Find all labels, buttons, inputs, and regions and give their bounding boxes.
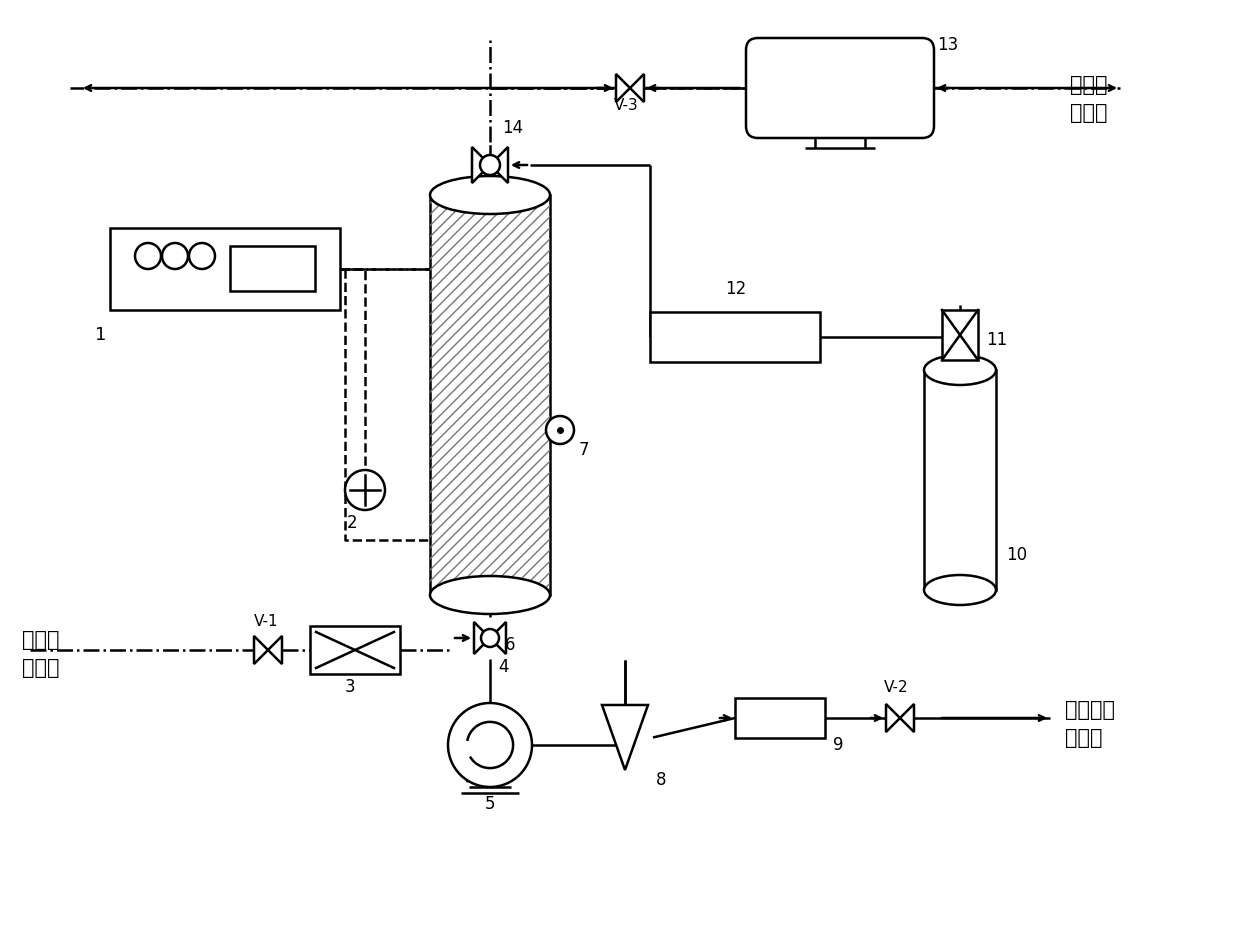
Polygon shape (474, 622, 490, 654)
Polygon shape (616, 74, 630, 102)
Ellipse shape (430, 576, 551, 614)
Text: 9: 9 (833, 736, 843, 754)
Circle shape (162, 243, 188, 269)
Circle shape (135, 243, 161, 269)
Polygon shape (268, 636, 281, 664)
Polygon shape (490, 622, 506, 654)
Ellipse shape (430, 176, 551, 214)
Text: V-1: V-1 (254, 614, 279, 629)
Text: 待处理
的废气: 待处理 的废气 (22, 630, 60, 678)
Polygon shape (472, 147, 490, 183)
Text: 2: 2 (347, 514, 357, 532)
Text: 净化后
的废气: 净化后 的废气 (1070, 75, 1107, 123)
Bar (942, 310, 978, 360)
Ellipse shape (924, 575, 996, 605)
Polygon shape (601, 705, 649, 770)
FancyBboxPatch shape (746, 38, 934, 138)
Text: 7: 7 (579, 441, 589, 459)
Text: V-3: V-3 (614, 98, 639, 113)
Polygon shape (490, 147, 508, 183)
Text: 6: 6 (505, 636, 516, 654)
Text: 3: 3 (345, 678, 356, 696)
Circle shape (448, 703, 532, 787)
Polygon shape (900, 704, 914, 732)
Bar (110, 228, 340, 310)
Polygon shape (887, 704, 900, 732)
Circle shape (188, 243, 215, 269)
Text: 10: 10 (1006, 546, 1027, 564)
Text: 5: 5 (485, 795, 496, 813)
Circle shape (345, 470, 384, 510)
Text: 已处理的
吹扫气: 已处理的 吹扫气 (1065, 700, 1115, 748)
Text: 12: 12 (725, 280, 746, 298)
Text: 1: 1 (95, 326, 107, 344)
Text: 11: 11 (986, 331, 1007, 349)
Bar (430, 195, 551, 595)
Ellipse shape (924, 355, 996, 385)
Text: 4: 4 (498, 658, 508, 676)
Bar (735, 698, 825, 738)
Polygon shape (254, 636, 268, 664)
Polygon shape (630, 74, 644, 102)
Bar (430, 195, 551, 595)
Circle shape (480, 155, 500, 175)
Bar (310, 626, 401, 674)
Bar (650, 312, 820, 362)
Text: 13: 13 (937, 36, 959, 54)
Circle shape (546, 416, 574, 444)
Text: 14: 14 (502, 119, 523, 137)
Circle shape (481, 629, 498, 647)
Bar (229, 246, 315, 291)
Text: 8: 8 (656, 771, 667, 789)
Bar (924, 370, 996, 590)
Text: V-2: V-2 (884, 680, 909, 695)
